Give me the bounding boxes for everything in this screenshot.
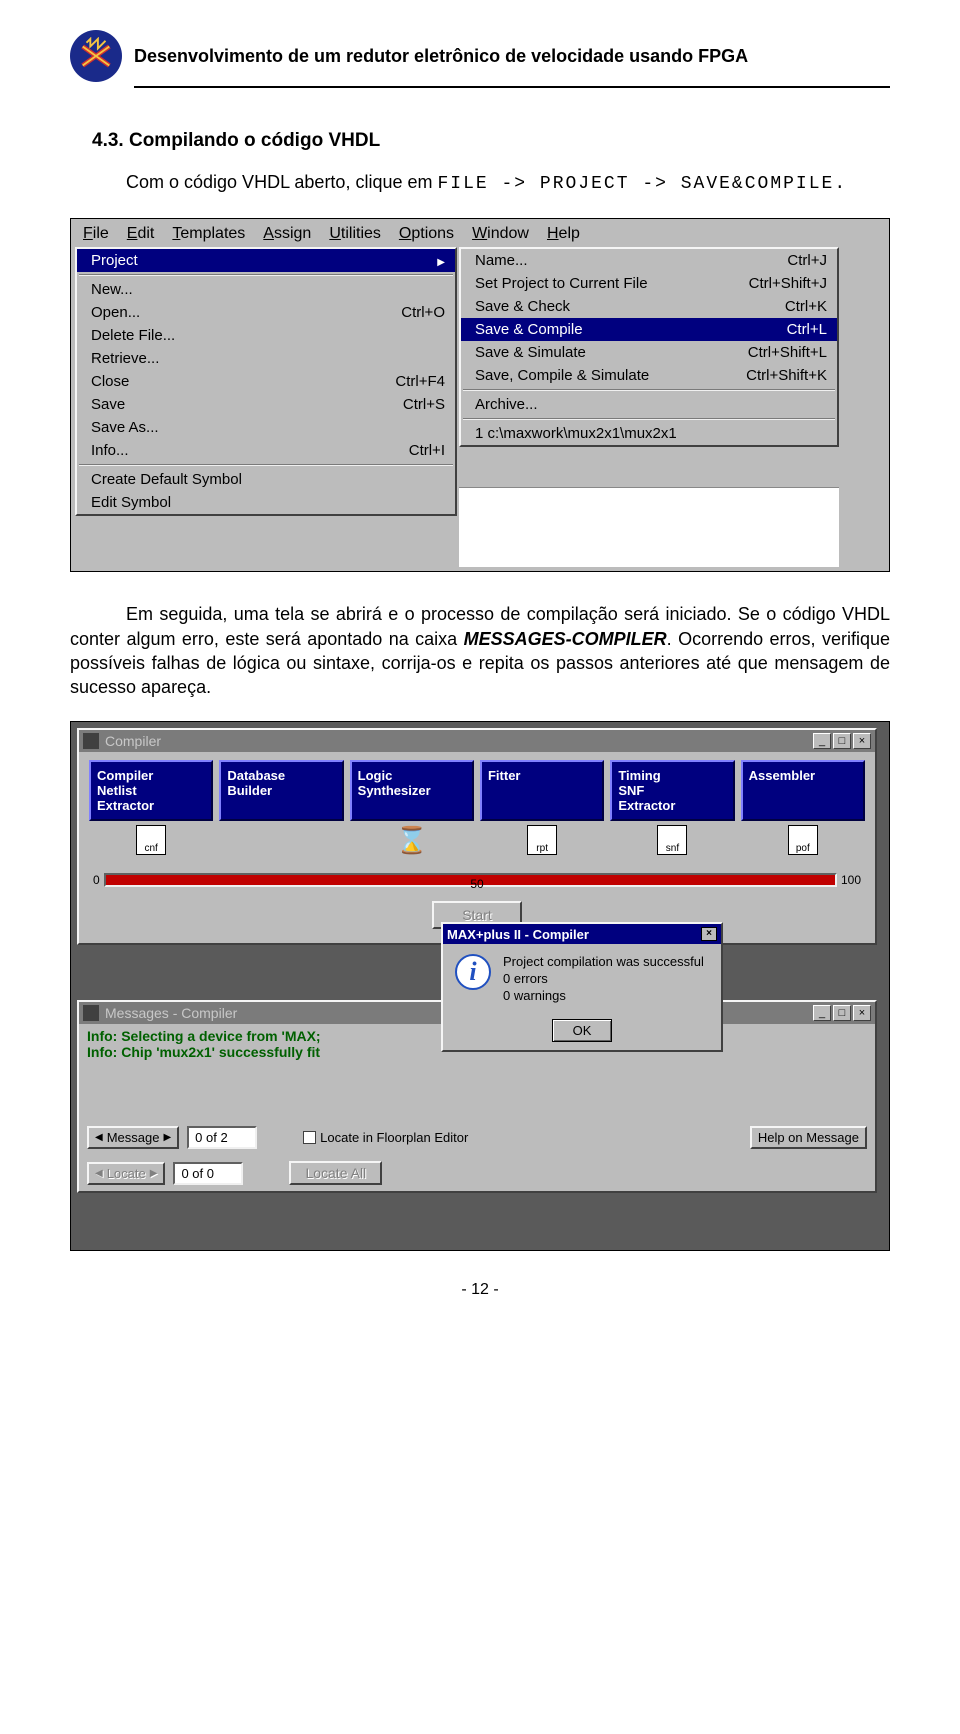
compiler-stage: Logic Synthesizer <box>350 760 474 821</box>
dialog-line-3: 0 warnings <box>503 988 704 1005</box>
menu-item[interactable]: New... <box>77 278 455 301</box>
message-count: 0 of 2 <box>187 1126 257 1149</box>
menubar-item[interactable]: Assign <box>263 225 311 243</box>
logo-icon <box>70 30 122 82</box>
dialog-close-button[interactable]: × <box>701 927 717 941</box>
menu-item[interactable]: Save & CompileCtrl+L <box>461 318 837 341</box>
file-icon-slot: ⌛ <box>350 825 474 869</box>
compiler-stage: Assembler <box>741 760 865 821</box>
menu-item[interactable]: Save & CheckCtrl+K <box>461 295 837 318</box>
menu-item[interactable]: Save, Compile & SimulateCtrl+Shift+K <box>461 364 837 387</box>
file-icon-slot: rpt <box>480 825 604 869</box>
compiler-stage: Timing SNF Extractor <box>610 760 734 821</box>
file-icon-row: cnf ⌛ rpt snf pof <box>83 825 871 869</box>
messages-footer-1: ◀Message▶ 0 of 2 Locate in Floorplan Edi… <box>79 1120 875 1155</box>
menu-item[interactable]: Delete File... <box>77 324 455 347</box>
dialog-text: Project compilation was successful 0 err… <box>503 954 704 1005</box>
compiler-stage: Compiler Netlist Extractor <box>89 760 213 821</box>
menubar-item[interactable]: Templates <box>172 225 245 243</box>
menu-item[interactable]: Edit Symbol <box>77 491 455 514</box>
success-dialog: MAX+plus II - Compiler × i Project compi… <box>441 922 723 1052</box>
menu-item[interactable]: Create Default Symbol <box>77 468 455 491</box>
paragraph-1: Com o código VHDL aberto, clique em FILE… <box>70 170 890 196</box>
file-icon-slot: cnf <box>89 825 213 869</box>
file-menu-panel: Project New...Open...Ctrl+ODelete File...… <box>75 247 457 516</box>
menubar: File Edit Templates Assign Utilities Options W… <box>73 221 887 247</box>
menu-separator <box>79 274 453 276</box>
menu-item[interactable]: 1 c:\maxwork\mux2x1\mux2x1 <box>461 422 837 445</box>
menubar-item[interactable]: Options <box>399 225 454 243</box>
menu-item[interactable]: SaveCtrl+S <box>77 393 455 416</box>
compiler-window: Compiler _ □ × Compiler Netlist Extracto… <box>77 728 877 945</box>
menu-item[interactable]: Info...Ctrl+I <box>77 439 455 462</box>
help-on-message-button[interactable]: Help on Message <box>750 1126 867 1149</box>
file-icon-slot: snf <box>610 825 734 869</box>
messages-footer-2: ◀Locate▶ 0 of 0 Locate All <box>79 1155 875 1191</box>
menubar-item[interactable]: Utilities <box>329 225 381 243</box>
menu-item[interactable]: Save As... <box>77 416 455 439</box>
dialog-line-1: Project compilation was successful <box>503 954 704 971</box>
minimize-button[interactable]: _ <box>813 1005 831 1021</box>
dialog-titlebar: MAX+plus II - Compiler × <box>443 924 721 944</box>
compiler-title-text: Compiler <box>105 733 807 749</box>
file-icon: rpt <box>527 825 557 855</box>
menu-item[interactable]: Project <box>77 249 455 272</box>
menu-separator <box>463 418 835 420</box>
close-button[interactable]: × <box>853 1005 871 1021</box>
progress-start: 0 <box>93 873 100 887</box>
menubar-item[interactable]: Window <box>472 225 529 243</box>
project-submenu-panel: Name...Ctrl+JSet Project to Current File… <box>459 247 839 447</box>
minimize-button[interactable]: _ <box>813 733 831 749</box>
menu-item[interactable]: Open...Ctrl+O <box>77 301 455 324</box>
menu-item[interactable]: CloseCtrl+F4 <box>77 370 455 393</box>
menu-item[interactable]: Retrieve... <box>77 347 455 370</box>
locate-checkbox[interactable]: Locate in Floorplan Editor <box>303 1130 468 1145</box>
close-button[interactable]: × <box>853 733 871 749</box>
message-nav[interactable]: ◀Message▶ <box>87 1126 179 1149</box>
compiler-titlebar: Compiler _ □ × <box>79 730 875 752</box>
menu-item[interactable]: Archive... <box>461 393 837 416</box>
progress-end: 100 <box>841 873 861 887</box>
menu-separator <box>463 389 835 391</box>
compiler-icon <box>83 733 99 749</box>
stage-row: Compiler Netlist ExtractorDatabase Build… <box>83 756 871 825</box>
section-heading: 4.3. Compilando o código VHDL <box>92 130 890 152</box>
menu-item[interactable]: Save & SimulateCtrl+Shift+L <box>461 341 837 364</box>
menubar-item[interactable]: Edit <box>127 225 155 243</box>
compiler-stage: Database Builder <box>219 760 343 821</box>
ok-button[interactable]: OK <box>552 1019 613 1042</box>
menubar-screenshot: File Edit Templates Assign Utilities Options W… <box>70 218 890 572</box>
file-icon: cnf <box>136 825 166 855</box>
file-icon-slot: pof <box>741 825 865 869</box>
dialog-line-2: 0 errors <box>503 971 704 988</box>
title-underline <box>134 86 890 88</box>
menu-item[interactable]: Set Project to Current FileCtrl+Shift+J <box>461 272 837 295</box>
locate-count: 0 of 0 <box>173 1162 243 1185</box>
document-title: Desenvolvimento de um redutor eletrônico… <box>134 46 890 67</box>
menubar-item[interactable]: Help <box>547 225 580 243</box>
maximize-button[interactable]: □ <box>833 1005 851 1021</box>
menu-item[interactable]: Name...Ctrl+J <box>461 249 837 272</box>
maximize-button[interactable]: □ <box>833 733 851 749</box>
locate-nav[interactable]: ◀Locate▶ <box>87 1162 165 1185</box>
compiler-stage: Fitter <box>480 760 604 821</box>
compiler-screenshot: Compiler _ □ × Compiler Netlist Extracto… <box>70 721 890 1251</box>
info-icon: i <box>455 954 491 990</box>
page-number: - 12 - <box>70 1281 890 1299</box>
file-icon: snf <box>657 825 687 855</box>
messages-icon <box>83 1005 99 1021</box>
dialog-title-text: MAX+plus II - Compiler <box>447 927 589 942</box>
paragraph-2: Em seguida, uma tela se abrirá e o proce… <box>70 602 890 699</box>
menubar-item[interactable]: File <box>83 225 109 243</box>
file-icon: pof <box>788 825 818 855</box>
p2-bi: MESSAGES-COMPILER <box>464 629 667 649</box>
file-icon-slot <box>219 825 343 869</box>
p1-mono: FILE -> PROJECT -> SAVE&COMPILE. <box>437 174 847 194</box>
hourglass-icon: ⌛ <box>396 825 428 856</box>
p1-text: Com o código VHDL aberto, clique em <box>126 172 437 192</box>
locate-all-button[interactable]: Locate All <box>289 1161 382 1185</box>
menu-separator <box>79 464 453 466</box>
blank-area <box>459 487 839 567</box>
